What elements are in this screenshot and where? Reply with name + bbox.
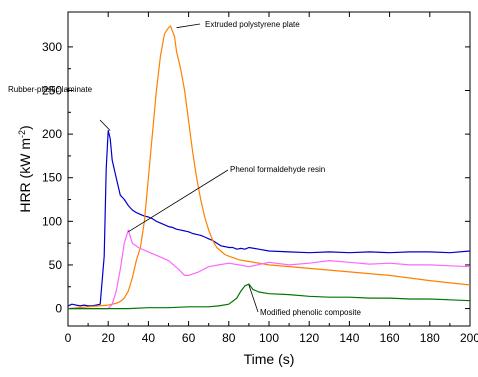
y-tick-label: 0 [55, 302, 62, 316]
annotation-leader-modified-phenolic-composite [248, 284, 259, 313]
x-tick-label: 200 [460, 331, 478, 345]
series-line-modified-phenolic-composite [68, 283, 471, 310]
y-tick-label: 250 [42, 84, 62, 98]
x-tick-label: 180 [420, 331, 440, 345]
x-tick-label: 140 [339, 331, 359, 345]
x-tick-label: 20 [102, 331, 116, 345]
axes-layer: 0 20 40 60 80 100 120 140 160 180 200 0 50 100 150 200 2… [42, 11, 478, 345]
annotation-leader-phenol-formaldehyde-resin [128, 169, 229, 233]
y-tick-label: 150 [42, 171, 62, 185]
x-tick-label: 160 [380, 331, 400, 345]
annotation-label-phenol-formaldehyde-resin: Phenol formaldehyde resin [230, 165, 325, 174]
annotation-leader-rubber-plastic-laminate [99, 119, 111, 131]
y-tick-label: 300 [42, 40, 62, 54]
annotation-label-modified-phenolic-composite: Modified phenolic composite [260, 308, 361, 317]
x-tick-label: 60 [182, 331, 196, 345]
x-tick-label: 40 [142, 331, 156, 345]
y-axis-title: HRR (kW m-2) [17, 125, 33, 212]
annotation-label-rubber-plastic-laminate: Rubber-plastic laminate [8, 85, 93, 94]
series-layer [67, 25, 471, 310]
annotation-leader-extruded-polystyrene-plate [176, 23, 201, 29]
y-axis-title-main: HRR (kW m [17, 138, 33, 213]
series-line-phenol-formaldehyde-resin [68, 229, 471, 310]
annotation-layer: Rubber-plastic laminate Extruded polystyr… [8, 20, 361, 317]
x-tick-label: 0 [65, 331, 72, 345]
y-axis-title-close: ) [17, 125, 33, 130]
y-tick-label: 100 [42, 214, 62, 228]
annotation-label-extruded-polystyrene-plate: Extruded polystyrene plate [205, 20, 300, 29]
y-tick-label: 50 [49, 258, 63, 272]
x-tick-label: 80 [222, 331, 236, 345]
series-line-rubber-plastic-laminate [67, 130, 471, 307]
y-tick-label: 200 [42, 127, 62, 141]
x-axis-title: Time (s) [244, 351, 295, 367]
y-axis-title-exponent: -2 [17, 130, 27, 138]
x-tick-label: 100 [259, 331, 279, 345]
x-tick-label: 120 [299, 331, 319, 345]
series-line-extruded-polystyrene-plate [67, 25, 471, 310]
